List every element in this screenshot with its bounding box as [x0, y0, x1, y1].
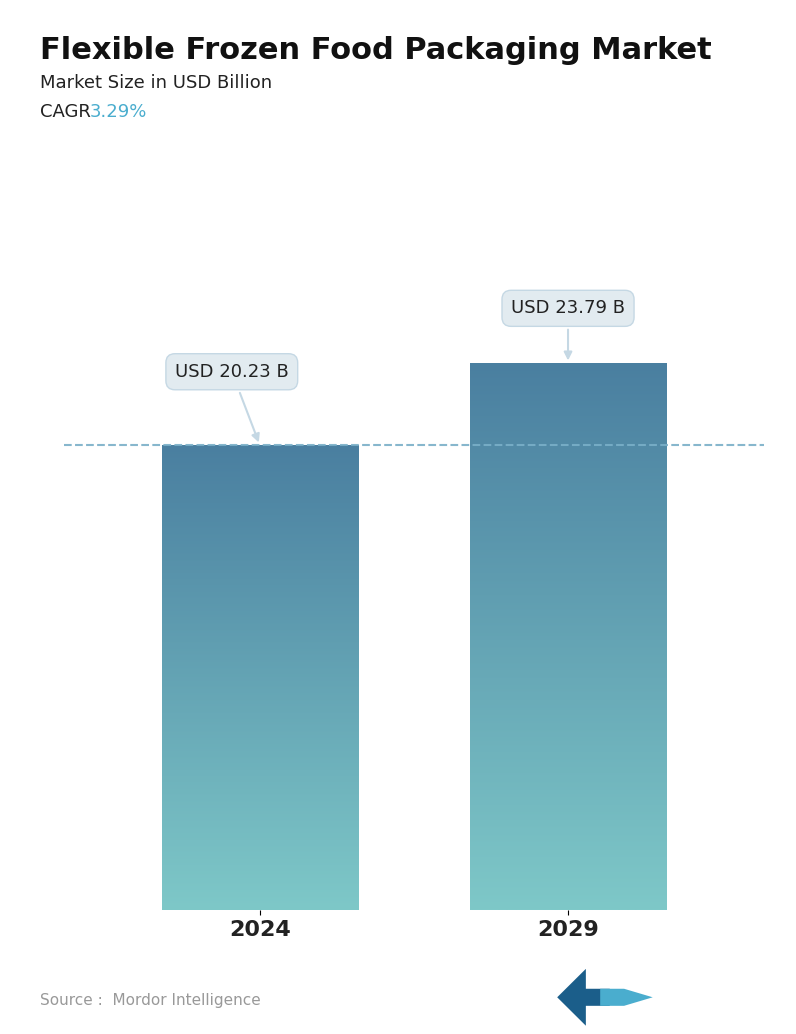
Text: CAGR: CAGR: [40, 103, 96, 121]
Text: Source :  Mordor Intelligence: Source : Mordor Intelligence: [40, 993, 260, 1008]
Text: USD 23.79 B: USD 23.79 B: [511, 299, 625, 358]
Polygon shape: [557, 969, 610, 1026]
Text: Flexible Frozen Food Packaging Market: Flexible Frozen Food Packaging Market: [40, 36, 712, 65]
Text: USD 20.23 B: USD 20.23 B: [175, 363, 289, 440]
Text: Market Size in USD Billion: Market Size in USD Billion: [40, 74, 272, 92]
Polygon shape: [600, 989, 653, 1006]
Text: 3.29%: 3.29%: [90, 103, 147, 121]
